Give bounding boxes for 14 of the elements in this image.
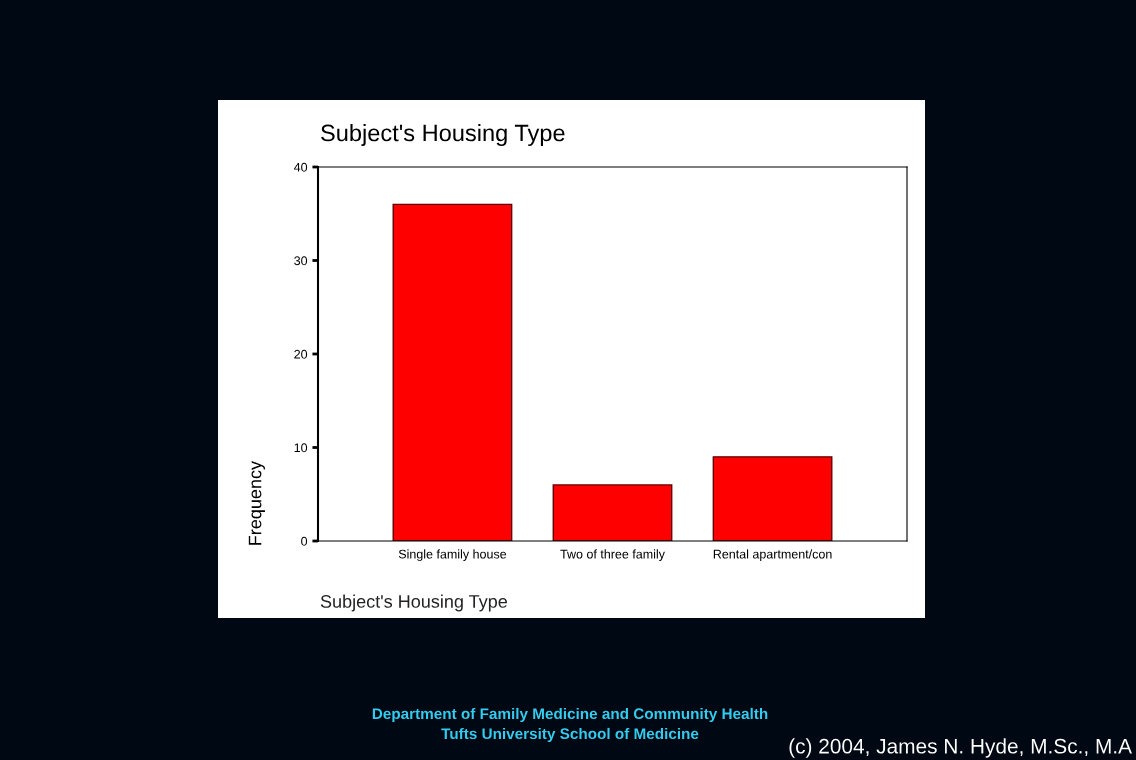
y-tick-label: 20 — [294, 349, 308, 359]
x-tick-label: Two of three family — [560, 549, 665, 561]
y-tick-label: 40 — [293, 162, 308, 172]
x-axis-title: Subject's Housing Type — [320, 594, 507, 612]
chart-title: Subject's Housing Type — [321, 124, 565, 146]
y-axis-title: Frequency — [248, 460, 265, 545]
y-tick-label: 30 — [294, 256, 308, 266]
text: (c) 2004, James N. Hyde, M.Sc., M.A — [789, 738, 1132, 758]
text: Department of Family Medicine and Community Health — [372, 707, 768, 723]
y-tick-label: 10 — [294, 443, 308, 453]
y-tick-label: 0 — [301, 536, 308, 546]
text: Tufts University School of Medicine — [441, 727, 699, 743]
x-tick-label: Single family house — [398, 549, 507, 561]
x-tick-label: Rental apartment/con — [713, 549, 832, 561]
